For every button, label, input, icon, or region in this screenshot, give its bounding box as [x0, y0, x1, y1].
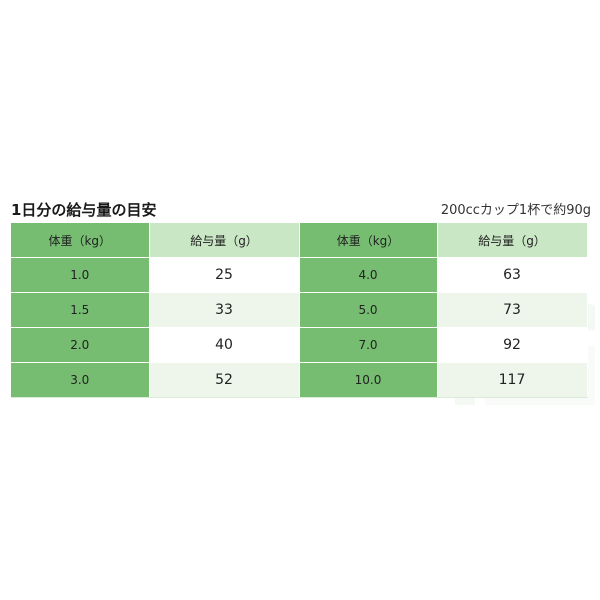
table-row: 2.0 40 7.0 92: [11, 327, 588, 363]
weight-cell: 3.0: [11, 362, 150, 398]
weight-cell: 10.0: [298, 362, 438, 398]
weight-cell: 5.0: [298, 292, 438, 328]
amount-cell: 40: [148, 327, 300, 363]
header-amount-1: 給与量（g）: [148, 222, 300, 258]
table-row: 3.0 52 10.0 117: [11, 362, 588, 398]
amount-cell: 25: [148, 257, 300, 293]
amount-cell: 33: [148, 292, 300, 328]
table-row: 1.0 25 4.0 63: [11, 257, 588, 293]
amount-cell: 92: [436, 327, 588, 363]
header-weight-1: 体重（kg）: [11, 222, 150, 258]
weight-cell: 2.0: [11, 327, 150, 363]
amount-cell: 73: [436, 292, 588, 328]
table-title: 1日分の給与量の目安: [11, 201, 157, 219]
cup-note: 200ccカップ1杯で約90g: [440, 203, 591, 218]
weight-cell: 1.0: [11, 257, 150, 293]
amount-cell: 117: [436, 362, 588, 398]
table-row: 1.5 33 5.0 73: [11, 292, 588, 328]
weight-cell: 4.0: [298, 257, 438, 293]
amount-cell: 63: [436, 257, 588, 293]
feeding-table: 体重（kg） 給与量（g） 体重（kg） 給与量（g） 1.0 25 4.0 6…: [11, 222, 588, 398]
header-row: 体重（kg） 給与量（g） 体重（kg） 給与量（g）: [11, 222, 588, 258]
header-weight-2: 体重（kg）: [298, 222, 438, 258]
amount-cell: 52: [148, 362, 300, 398]
header-amount-2: 給与量（g）: [436, 222, 588, 258]
weight-cell: 1.5: [11, 292, 150, 328]
weight-cell: 7.0: [298, 327, 438, 363]
table-header-bar: 1日分の給与量の目安 200ccカップ1杯で約90g: [11, 199, 591, 219]
